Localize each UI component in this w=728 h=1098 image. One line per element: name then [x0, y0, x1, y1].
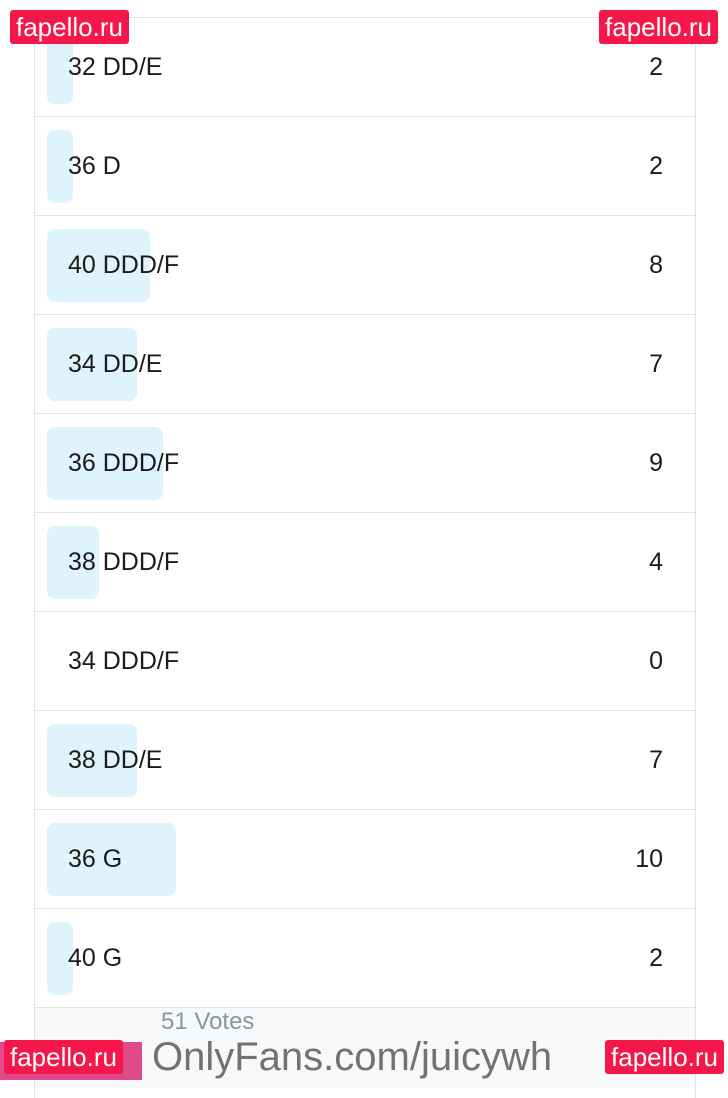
option-label: 36 D	[68, 152, 121, 180]
poll-option[interactable]: 40 G 2	[35, 909, 695, 1008]
watermark-top-right: fapello.ru	[599, 10, 718, 44]
vote-bar	[47, 328, 138, 401]
poll-option[interactable]: 34 DDD/F 0	[35, 612, 695, 711]
option-count: 9	[649, 449, 663, 477]
vote-bar	[47, 130, 73, 203]
option-count: 7	[649, 350, 663, 378]
option-count: 2	[649, 944, 663, 972]
option-label: 40 DDD/F	[68, 251, 180, 279]
vote-bar	[47, 427, 164, 500]
option-count: 4	[649, 548, 663, 576]
watermark-bottom-left: fapello.ru	[4, 1040, 123, 1074]
option-count: 2	[649, 152, 663, 180]
vote-bar	[47, 823, 176, 896]
vote-bar	[47, 229, 151, 302]
vote-bar	[47, 922, 73, 995]
poll-option[interactable]: 32 DD/E 2	[35, 18, 695, 117]
option-label: 34 DD/E	[68, 350, 163, 378]
poll-option[interactable]: 36 DDD/F 9	[35, 414, 695, 513]
poll-option[interactable]: 34 DD/E 7	[35, 315, 695, 414]
option-count: 7	[649, 746, 663, 774]
poll-option[interactable]: 36 D 2	[35, 117, 695, 216]
watermark-overlay: OnlyFans.com/juicywh	[152, 1035, 553, 1079]
option-count: 0	[649, 647, 663, 675]
option-label: 32 DD/E	[68, 53, 163, 81]
poll-footer: 51 Votes	[35, 1008, 695, 1088]
vote-bar	[47, 526, 99, 599]
poll-option[interactable]: 38 DD/E 7	[35, 711, 695, 810]
vote-count: 51 Votes	[161, 1008, 255, 1035]
watermark-bottom-right: fapello.ru	[605, 1040, 724, 1074]
watermark-top-left: fapello.ru	[10, 10, 129, 44]
option-count: 2	[649, 53, 663, 81]
option-label: 36 DDD/F	[68, 449, 180, 477]
vote-bar	[47, 724, 138, 797]
poll-option[interactable]: 38 DDD/F 4	[35, 513, 695, 612]
option-label: 40 G	[68, 944, 123, 972]
option-label: 36 G	[68, 845, 123, 873]
option-label: 38 DD/E	[68, 746, 163, 774]
option-count: 8	[649, 251, 663, 279]
poll-option[interactable]: 36 G 10	[35, 810, 695, 909]
option-label: 38 DDD/F	[68, 548, 180, 576]
poll-option[interactable]: 40 DDD/F 8	[35, 216, 695, 315]
option-count: 10	[635, 845, 663, 873]
poll-card: 32 DD/E 2 36 D 2 40 DDD/F 8 34 DD/E 7 36 DDD/F 9 3…	[34, 17, 696, 1098]
option-label: 34 DDD/F	[68, 647, 180, 675]
